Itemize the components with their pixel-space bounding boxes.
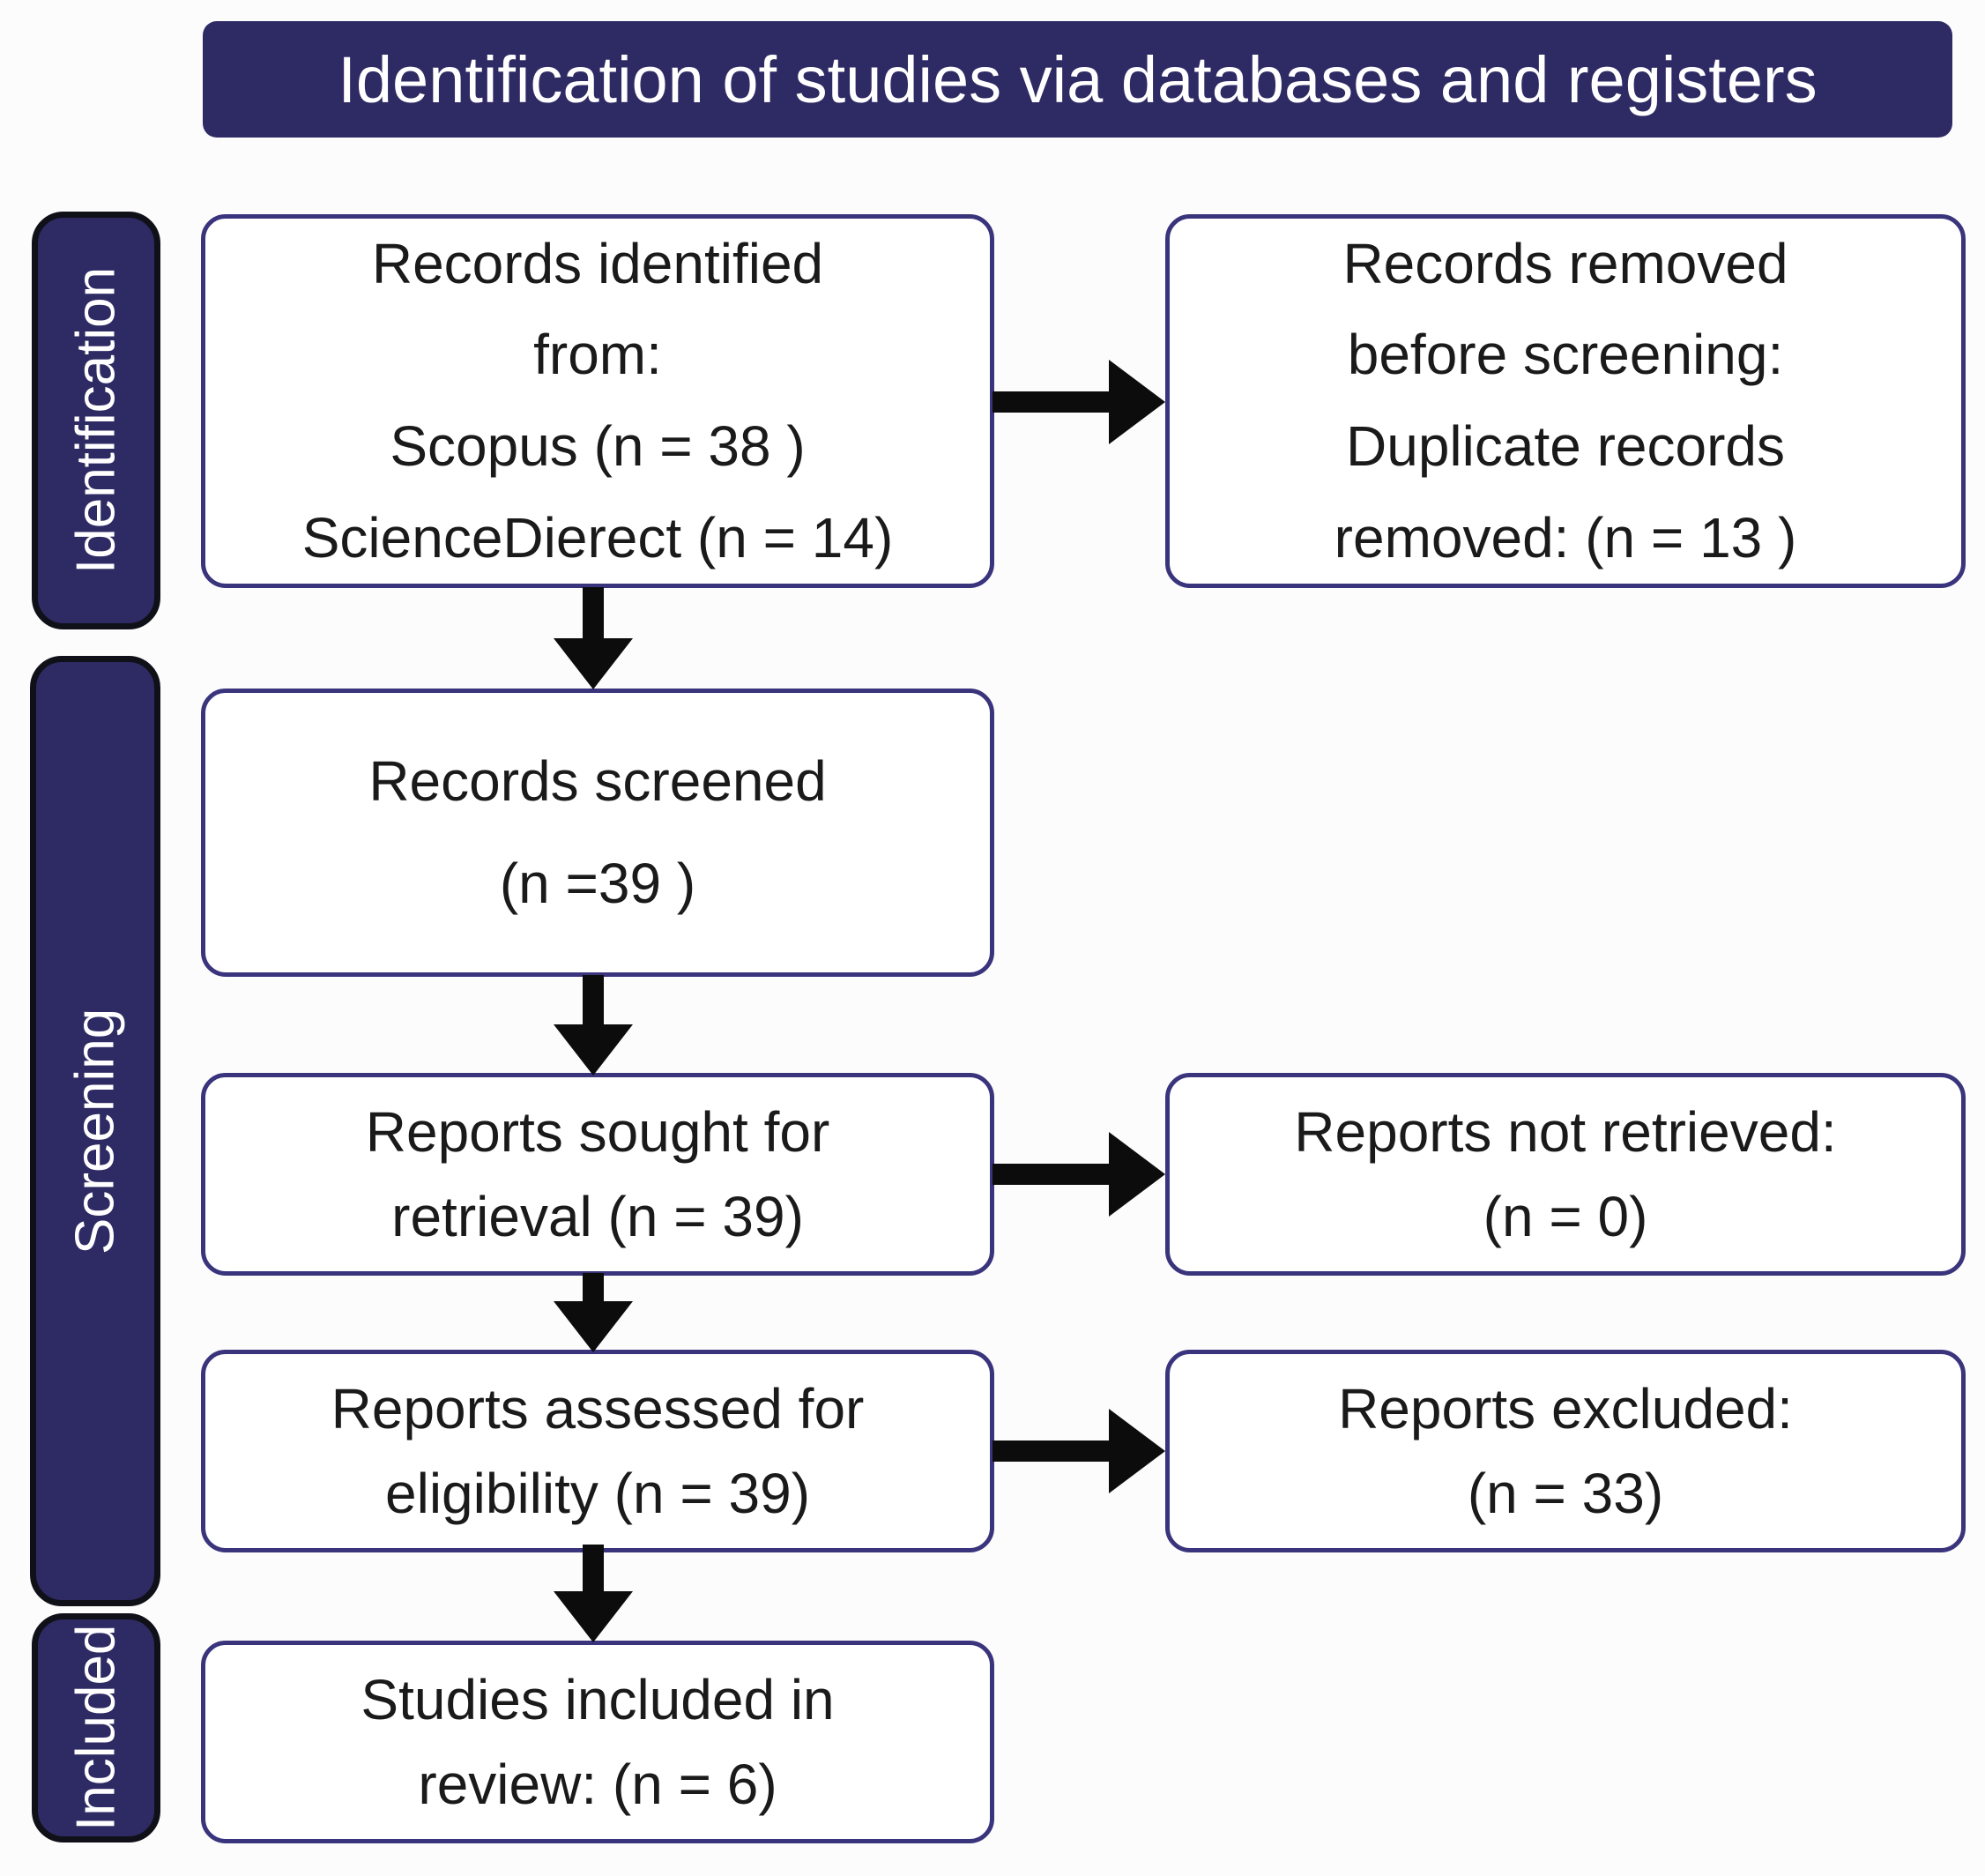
arrow-head — [554, 1301, 633, 1352]
box-text-line: eligibility (n = 39) — [385, 1462, 810, 1525]
stage-label-identification: Identification — [32, 212, 160, 629]
arrow-shaft — [583, 975, 604, 1026]
arrow-head — [1109, 360, 1165, 444]
box-reports-excluded: Reports excluded: (n = 33) — [1165, 1350, 1966, 1552]
box-records-screened: Records screened (n =39 ) — [201, 689, 994, 977]
box-reports-sought-for-retrieval: Reports sought for retrieval (n = 39) — [201, 1073, 994, 1276]
box-records-identified: Records identified from: Scopus (n = 38 … — [201, 214, 994, 588]
arrow-right-icon — [992, 1132, 1165, 1217]
box-text-line: Studies included in — [361, 1668, 835, 1731]
arrow-head — [1109, 1132, 1165, 1217]
arrow-down-icon — [554, 1273, 633, 1352]
box-text-line: review: (n = 6) — [418, 1753, 777, 1816]
arrow-down-icon — [554, 587, 633, 689]
box-records-removed-before-screening: Records removed before screening: Duplic… — [1165, 214, 1966, 588]
box-text-line: Records screened — [368, 749, 827, 814]
box-text-line: before screening: — [1347, 323, 1784, 387]
arrow-down-icon — [554, 1545, 633, 1642]
arrow-down-icon — [554, 975, 633, 1076]
arrow-shaft — [583, 1545, 604, 1593]
box-text-line: Reports sought for — [365, 1100, 830, 1164]
arrow-shaft — [992, 1440, 1111, 1462]
box-text-line: ScienceDierect (n = 14) — [301, 505, 894, 570]
box-text-line: removed: (n = 13 ) — [1334, 505, 1797, 570]
arrow-head — [554, 638, 633, 689]
box-text-line: Duplicate records — [1346, 414, 1785, 478]
arrow-head — [554, 1024, 633, 1076]
box-reports-assessed-for-eligibility: Reports assessed for eligibility (n = 39… — [201, 1350, 994, 1552]
arrow-right-icon — [992, 1409, 1165, 1493]
box-text-line: (n =39 ) — [499, 851, 696, 915]
box-text-line: Reports excluded: — [1338, 1377, 1793, 1440]
box-text-line: (n = 33) — [1467, 1462, 1664, 1525]
arrow-shaft — [583, 587, 604, 640]
arrow-shaft — [992, 391, 1111, 413]
stage-label-included: Included — [32, 1613, 160, 1842]
box-text-line: Records identified — [371, 231, 824, 295]
box-text-line: from: — [533, 323, 662, 387]
arrow-head — [554, 1591, 633, 1642]
arrow-shaft — [583, 1273, 604, 1303]
box-text-line: Reports not retrieved: — [1294, 1100, 1837, 1164]
box-text-line: Reports assessed for — [331, 1377, 865, 1440]
arrow-shaft — [992, 1164, 1111, 1185]
box-text-line: Records removed — [1342, 231, 1788, 295]
box-reports-not-retrieved: Reports not retrieved: (n = 0) — [1165, 1073, 1966, 1276]
arrow-head — [1109, 1409, 1165, 1493]
arrow-right-icon — [992, 360, 1165, 444]
box-text-line: (n = 0) — [1483, 1185, 1648, 1248]
box-text-line: retrieval (n = 39) — [391, 1185, 804, 1248]
diagram-title: Identification of studies via databases … — [203, 21, 1952, 138]
box-text-line: Scopus (n = 38 ) — [390, 414, 806, 478]
stage-label-screening: Screening — [30, 656, 160, 1606]
box-studies-included-in-review: Studies included in review: (n = 6) — [201, 1641, 994, 1843]
